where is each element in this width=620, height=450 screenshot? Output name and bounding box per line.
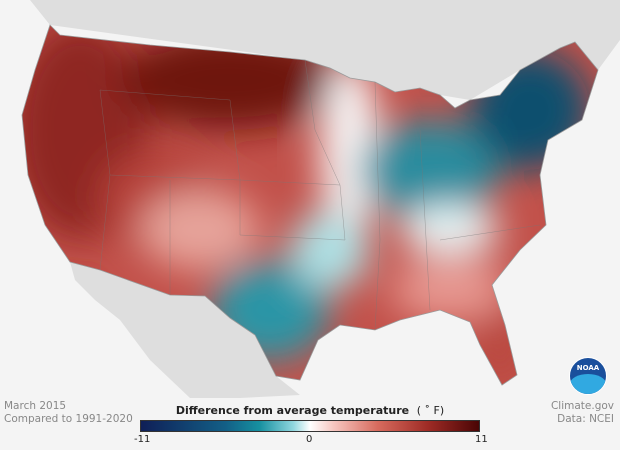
legend-min: -11	[134, 434, 151, 445]
map-caption: March 2015 Compared to 1991-2020	[4, 400, 133, 425]
legend-mid: 0	[306, 434, 313, 445]
color-scale-bar	[140, 420, 480, 432]
noaa-logo-text: NOAA	[576, 364, 600, 372]
data-source: Data: NCEI	[557, 412, 614, 425]
date-label: March 2015	[4, 400, 67, 412]
legend-max: 11	[475, 434, 488, 445]
credits: Climate.gov Data: NCEI	[551, 400, 614, 425]
neighbor-land	[0, 0, 620, 398]
temperature-anomaly-map	[0, 0, 620, 398]
legend-title: Difference from average temperature ( ˚ …	[140, 404, 480, 417]
state-lines	[99, 59, 541, 331]
noaa-bird-icon	[570, 374, 606, 394]
legend-unit: ( ˚ F)	[416, 404, 445, 417]
site-credit: Climate.gov	[550, 400, 614, 412]
noaa-logo: NOAA	[569, 357, 607, 395]
baseline-label: Compared to 1991-2020	[4, 412, 133, 425]
legend-title-text: Difference from average temperature	[175, 404, 410, 417]
